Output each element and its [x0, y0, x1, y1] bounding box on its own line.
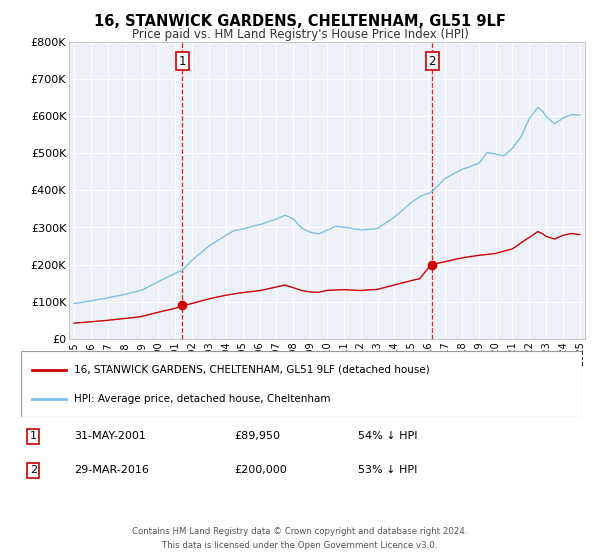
Text: £200,000: £200,000	[234, 465, 287, 475]
Text: 2: 2	[428, 55, 436, 68]
Text: Contains HM Land Registry data © Crown copyright and database right 2024.: Contains HM Land Registry data © Crown c…	[132, 526, 468, 536]
Text: 54% ↓ HPI: 54% ↓ HPI	[358, 431, 417, 441]
FancyBboxPatch shape	[21, 351, 582, 417]
Text: 16, STANWICK GARDENS, CHELTENHAM, GL51 9LF: 16, STANWICK GARDENS, CHELTENHAM, GL51 9…	[94, 14, 506, 29]
Text: This data is licensed under the Open Government Licence v3.0.: This data is licensed under the Open Gov…	[163, 541, 437, 550]
Text: 16, STANWICK GARDENS, CHELTENHAM, GL51 9LF (detached house): 16, STANWICK GARDENS, CHELTENHAM, GL51 9…	[74, 365, 430, 375]
Text: 53% ↓ HPI: 53% ↓ HPI	[358, 465, 417, 475]
Text: 1: 1	[179, 55, 186, 68]
Text: 2: 2	[30, 465, 37, 475]
Text: 29-MAR-2016: 29-MAR-2016	[74, 465, 149, 475]
Text: Price paid vs. HM Land Registry's House Price Index (HPI): Price paid vs. HM Land Registry's House …	[131, 28, 469, 41]
Text: £89,950: £89,950	[234, 431, 280, 441]
Text: 1: 1	[30, 431, 37, 441]
Text: 31-MAY-2001: 31-MAY-2001	[74, 431, 146, 441]
Text: HPI: Average price, detached house, Cheltenham: HPI: Average price, detached house, Chel…	[74, 394, 331, 404]
